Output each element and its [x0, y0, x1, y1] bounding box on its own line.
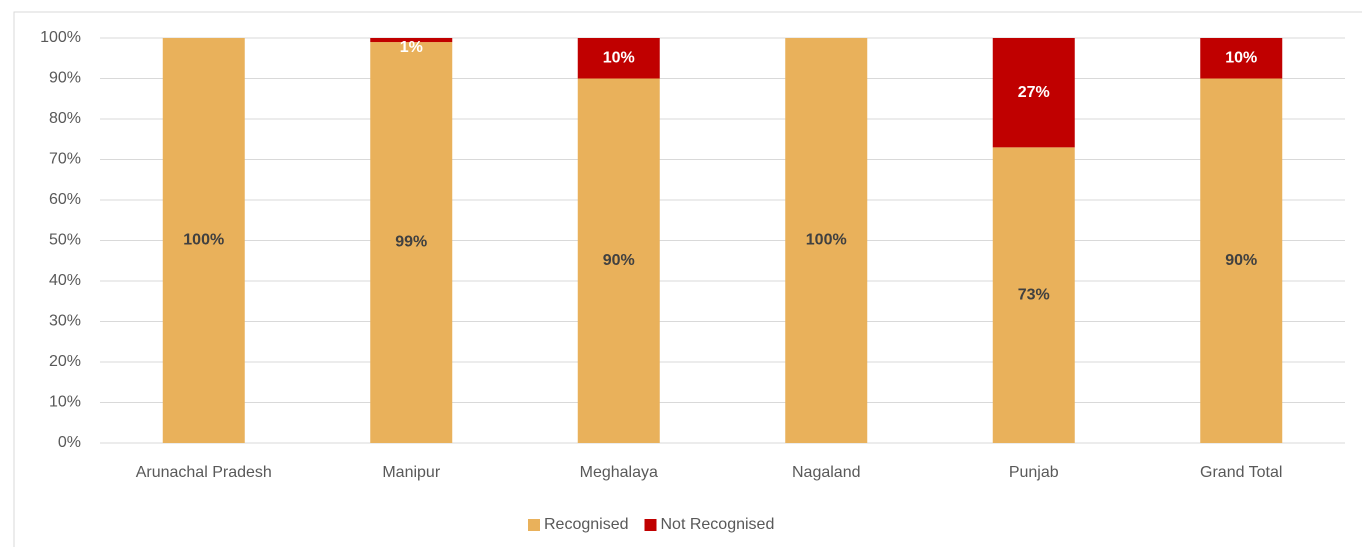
data-label: 99% [395, 234, 427, 251]
x-tick-label: Manipur [382, 464, 440, 481]
data-label: 1% [400, 39, 423, 56]
y-tick-label: 60% [49, 191, 81, 208]
y-tick-label: 20% [49, 353, 81, 370]
bar-segment [785, 38, 868, 443]
bar-segment [370, 38, 453, 43]
data-label: 10% [603, 49, 635, 66]
data-label: 10% [1225, 49, 1257, 66]
y-tick-label: 40% [49, 272, 81, 289]
y-tick-label: 30% [49, 313, 81, 330]
bar-segment [992, 147, 1075, 443]
x-tick-label: Nagaland [792, 464, 861, 481]
legend-label: Recognised [544, 516, 629, 533]
data-label: 90% [603, 252, 635, 269]
y-tick-label: 10% [49, 394, 81, 411]
legend-label: Not Recognised [661, 516, 775, 533]
y-tick-label: 0% [58, 434, 81, 451]
x-tick-label: Meghalaya [580, 464, 658, 481]
data-label: 100% [806, 232, 847, 249]
legend-swatch [644, 519, 657, 531]
bar-segment [1200, 78, 1283, 443]
y-tick-label: 50% [49, 232, 81, 249]
x-tick-label: Grand Total [1200, 464, 1282, 481]
data-label: 73% [1018, 286, 1050, 303]
bar-segment [577, 78, 660, 443]
bar-segment [370, 42, 453, 444]
bar-segment [162, 38, 245, 443]
x-tick-label: Arunachal Pradesh [136, 464, 272, 481]
data-label: 90% [1225, 252, 1257, 269]
chart-frame [13, 11, 1362, 547]
data-label: 100% [183, 232, 224, 249]
y-tick-label: 90% [49, 70, 81, 87]
x-tick-label: Punjab [1009, 464, 1059, 481]
legend-swatch [528, 519, 540, 531]
y-tick-label: 70% [49, 151, 81, 168]
y-tick-label: 80% [49, 110, 81, 127]
bar-segment [992, 38, 1075, 148]
y-tick-label: 100% [40, 29, 81, 46]
data-label: 27% [1018, 84, 1050, 101]
bar-segment [1200, 38, 1283, 79]
bar-segment [577, 38, 660, 79]
